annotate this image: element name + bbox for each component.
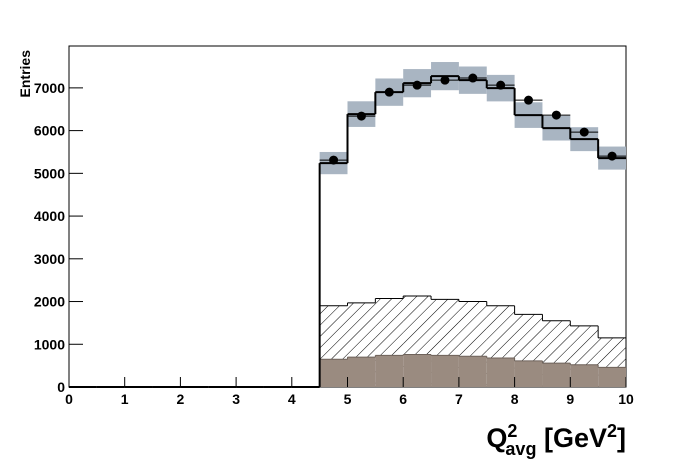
data-point xyxy=(356,111,366,121)
data-point xyxy=(579,127,589,137)
filled-bar xyxy=(598,367,626,387)
x-axis-label-part: avg xyxy=(505,439,536,459)
x-tick-label: 8 xyxy=(511,391,519,407)
filled-bar xyxy=(514,360,543,387)
filled-bar xyxy=(431,355,459,387)
x-axis-label-part: 2 xyxy=(607,421,617,441)
x-tick-label: 6 xyxy=(399,391,407,407)
filled-bar xyxy=(375,355,404,387)
x-axis-label-part: 2 xyxy=(507,421,517,441)
x-tick-label: 1 xyxy=(121,391,129,407)
y-tick-label: 5000 xyxy=(34,165,65,181)
y-tick-label: 3000 xyxy=(34,251,65,267)
data-point xyxy=(496,80,506,90)
x-axis-label-part: Q xyxy=(486,423,507,453)
x-tick-label: 9 xyxy=(566,391,574,407)
y-tick-label: 0 xyxy=(57,379,65,395)
y-tick-label: 2000 xyxy=(34,294,65,310)
x-axis-label-part: ] xyxy=(617,423,626,453)
y-tick-label: 4000 xyxy=(34,208,65,224)
x-tick-label: 3 xyxy=(232,391,240,407)
plot-area xyxy=(69,62,626,388)
filled-bar xyxy=(319,359,348,387)
filled-bar xyxy=(542,363,571,387)
x-axis-label-part: [GeV xyxy=(536,423,607,453)
data-point xyxy=(440,75,450,85)
x-tick-label: 4 xyxy=(288,391,296,407)
x-tick-label: 10 xyxy=(618,391,634,407)
y-tick-label: 1000 xyxy=(34,336,65,352)
filled-bar xyxy=(486,357,515,387)
x-axis-label: Q2 avg [GeV2] xyxy=(486,421,626,459)
filled-bar xyxy=(403,354,432,387)
data-point xyxy=(468,73,478,83)
y-axis-label: Entries xyxy=(17,50,33,98)
x-tick-label: 7 xyxy=(455,391,463,407)
filled-bar xyxy=(458,356,487,387)
data-point xyxy=(384,87,394,97)
filled-bar xyxy=(570,364,599,387)
x-tick-label: 0 xyxy=(65,391,73,407)
data-point xyxy=(329,155,339,165)
y-tick-label: 6000 xyxy=(34,123,65,139)
x-tick-label: 2 xyxy=(177,391,185,407)
y-tick-label: 7000 xyxy=(34,80,65,96)
data-point xyxy=(607,151,617,161)
data-point xyxy=(412,80,422,90)
data-point xyxy=(551,110,561,120)
filled-bar xyxy=(347,357,376,387)
x-tick-label: 5 xyxy=(344,391,352,407)
data-point xyxy=(524,95,534,105)
